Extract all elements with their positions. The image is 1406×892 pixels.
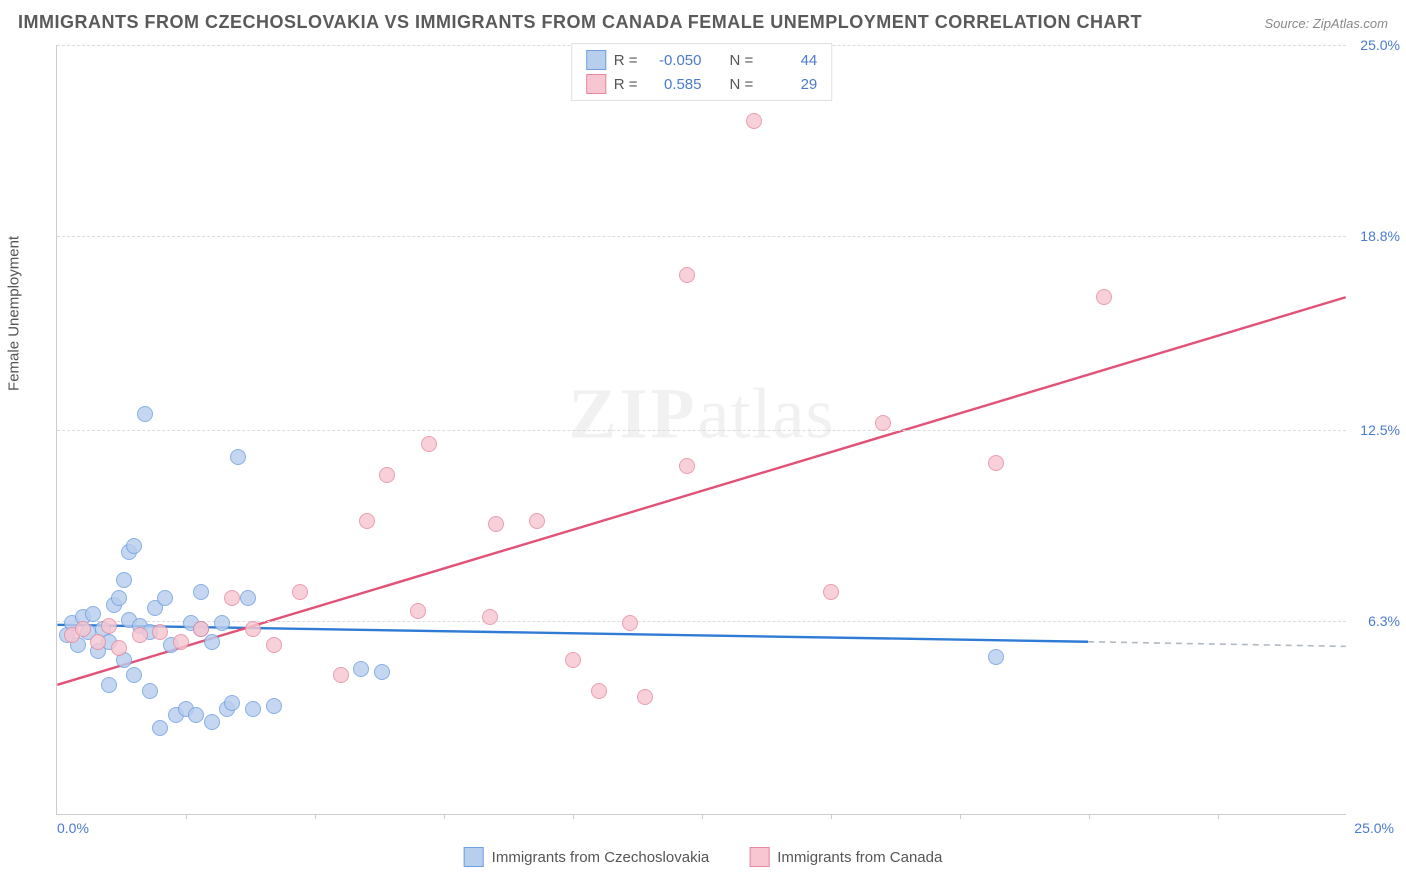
data-point-canada (379, 467, 395, 483)
data-point-canada (637, 689, 653, 705)
data-point-canada (875, 415, 891, 431)
legend-item-canada: Immigrants from Canada (749, 847, 942, 867)
x-tick-label: 25.0% (1354, 820, 1394, 836)
legend-label: Immigrants from Canada (777, 849, 942, 866)
x-tick-mark (702, 814, 703, 819)
data-point-canada (622, 615, 638, 631)
stat-r-value: -0.050 (646, 52, 702, 69)
data-point-czechoslovakia (374, 664, 390, 680)
data-point-czechoslovakia (230, 449, 246, 465)
data-point-canada (292, 584, 308, 600)
x-tick-mark (960, 814, 961, 819)
trend-line-ext-czechoslovakia (1088, 642, 1346, 647)
data-point-czechoslovakia (126, 538, 142, 554)
data-point-czechoslovakia (214, 615, 230, 631)
data-point-czechoslovakia (224, 695, 240, 711)
data-point-canada (333, 667, 349, 683)
data-point-canada (75, 621, 91, 637)
data-point-canada (529, 513, 545, 529)
data-point-czechoslovakia (111, 590, 127, 606)
x-tick-mark (315, 814, 316, 819)
data-point-canada (482, 609, 498, 625)
source-label: Source: ZipAtlas.com (1264, 16, 1388, 31)
data-point-canada (421, 436, 437, 452)
y-tick-label: 6.3% (1350, 613, 1400, 629)
stats-legend: R = -0.050 N = 44 R = 0.585 N = 29 (571, 43, 833, 101)
stat-n-label: N = (730, 52, 754, 69)
stat-n-value: 29 (761, 76, 817, 93)
plot-area: R = -0.050N = 44R = 0.585N = 29 ZIPatlas… (56, 45, 1346, 815)
data-point-canada (359, 513, 375, 529)
data-point-canada (245, 621, 261, 637)
legend-item-czechoslovakia: Immigrants from Czechoslovakia (464, 847, 710, 867)
stat-n-label: N = (730, 76, 754, 93)
legend-swatch (586, 50, 606, 70)
data-point-czechoslovakia (116, 572, 132, 588)
stats-row-czechoslovakia: R = -0.050 N = 44 (586, 48, 818, 72)
chart-container: Female Unemployment R = -0.050N = 44R = … (8, 45, 1398, 875)
data-point-czechoslovakia (240, 590, 256, 606)
data-point-canada (111, 640, 127, 656)
stat-r-label: R = (614, 52, 638, 69)
data-point-canada (224, 590, 240, 606)
y-tick-label: 18.8% (1350, 228, 1400, 244)
legend-swatch (586, 74, 606, 94)
data-point-canada (488, 516, 504, 532)
data-point-canada (173, 634, 189, 650)
data-point-canada (132, 627, 148, 643)
data-point-canada (101, 618, 117, 634)
grid-line (57, 430, 1346, 431)
data-point-czechoslovakia (137, 406, 153, 422)
data-point-czechoslovakia (126, 667, 142, 683)
data-point-canada (823, 584, 839, 600)
x-tick-mark (573, 814, 574, 819)
stat-r-label: R = (614, 76, 638, 93)
data-point-czechoslovakia (188, 707, 204, 723)
x-tick-label: 0.0% (57, 820, 89, 836)
data-point-czechoslovakia (142, 683, 158, 699)
legend-swatch (464, 847, 484, 867)
data-point-czechoslovakia (245, 701, 261, 717)
chart-title: IMMIGRANTS FROM CZECHOSLOVAKIA VS IMMIGR… (18, 12, 1142, 33)
x-tick-mark (1089, 814, 1090, 819)
data-point-czechoslovakia (101, 677, 117, 693)
data-point-canada (988, 455, 1004, 471)
x-tick-mark (1218, 814, 1219, 819)
stats-row-canada: R = 0.585 N = 29 (586, 72, 818, 96)
data-point-canada (193, 621, 209, 637)
data-point-canada (152, 624, 168, 640)
data-point-czechoslovakia (193, 584, 209, 600)
data-point-canada (565, 652, 581, 668)
y-tick-label: 25.0% (1350, 37, 1400, 53)
data-point-canada (266, 637, 282, 653)
data-point-canada (591, 683, 607, 699)
data-point-canada (1096, 289, 1112, 305)
series-legend: Immigrants from Czechoslovakia Immigrants… (464, 847, 943, 867)
data-point-czechoslovakia (988, 649, 1004, 665)
data-point-czechoslovakia (85, 606, 101, 622)
data-point-canada (679, 458, 695, 474)
data-point-czechoslovakia (353, 661, 369, 677)
data-point-czechoslovakia (152, 720, 168, 736)
data-point-canada (746, 113, 762, 129)
data-point-czechoslovakia (266, 698, 282, 714)
x-tick-mark (186, 814, 187, 819)
x-tick-mark (831, 814, 832, 819)
data-point-czechoslovakia (157, 590, 173, 606)
y-tick-label: 12.5% (1350, 422, 1400, 438)
data-point-czechoslovakia (204, 634, 220, 650)
data-point-czechoslovakia (204, 714, 220, 730)
stat-r-value: 0.585 (646, 76, 702, 93)
grid-line (57, 236, 1346, 237)
x-tick-mark (444, 814, 445, 819)
legend-swatch (749, 847, 769, 867)
stat-n-value: 44 (761, 52, 817, 69)
data-point-canada (90, 634, 106, 650)
y-axis-label: Female Unemployment (6, 236, 23, 391)
legend-label: Immigrants from Czechoslovakia (492, 849, 710, 866)
data-point-canada (679, 267, 695, 283)
data-point-canada (410, 603, 426, 619)
